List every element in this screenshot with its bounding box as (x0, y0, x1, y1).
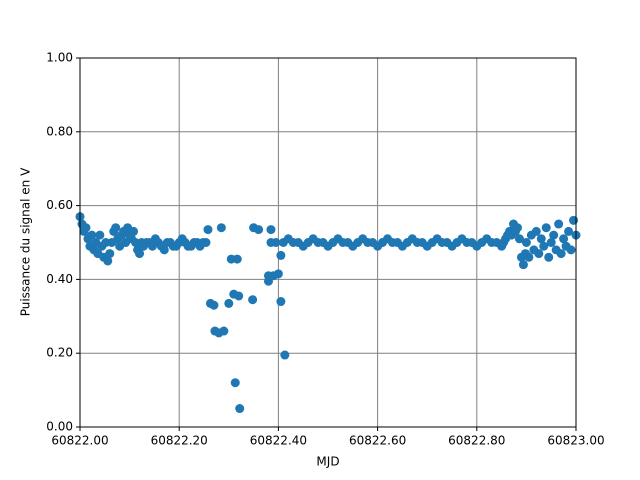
y-tick-label: 0.60 (46, 198, 73, 212)
point (539, 241, 549, 251)
point (209, 300, 219, 310)
point (271, 238, 281, 247)
point (219, 326, 229, 336)
x-tick-label: 60822.20 (151, 434, 208, 448)
point (105, 249, 115, 259)
point (135, 249, 145, 259)
point (536, 234, 546, 244)
point (216, 223, 226, 233)
x-tick-label: 60822.60 (349, 434, 406, 448)
x-axis-label: MJD (316, 455, 339, 469)
axes-frame (79, 57, 577, 428)
point (554, 219, 564, 229)
y-axis-label: Puissance du signal en V (19, 167, 33, 316)
point (524, 252, 534, 262)
point (566, 245, 576, 255)
point (103, 256, 113, 266)
point (248, 295, 258, 305)
point (544, 252, 554, 262)
point (201, 238, 211, 247)
point (87, 230, 97, 240)
x-tick-label: 60823.00 (547, 434, 604, 448)
point (266, 225, 276, 235)
point (521, 238, 531, 247)
y-tick-label: 0.40 (46, 272, 73, 286)
point (276, 297, 286, 307)
x-tick-label: 60822.80 (448, 434, 505, 448)
point (234, 291, 244, 301)
x-tick-label: 60822.00 (51, 434, 108, 448)
point (280, 350, 290, 360)
point (230, 378, 240, 388)
point (518, 260, 528, 270)
point (129, 226, 139, 236)
point (254, 225, 264, 235)
point (273, 269, 283, 279)
point (95, 230, 105, 240)
point (111, 223, 121, 233)
point (232, 254, 242, 264)
point (549, 230, 559, 240)
point (235, 404, 245, 414)
point (159, 245, 169, 255)
y-tick-label: 0.20 (46, 346, 73, 360)
point (564, 226, 574, 236)
point (546, 238, 556, 247)
point (203, 225, 213, 235)
y-tick-label: 0.00 (46, 420, 73, 434)
point (224, 298, 234, 308)
point (541, 223, 551, 233)
point (559, 234, 569, 244)
y-tick-label: 1.00 (46, 51, 73, 65)
point (514, 234, 524, 244)
point (556, 249, 566, 259)
point (534, 249, 544, 259)
y-tick-label: 0.80 (46, 124, 73, 138)
point (276, 250, 286, 260)
point (512, 223, 522, 233)
x-tick-label: 60822.40 (250, 434, 307, 448)
point (81, 223, 91, 233)
point (569, 215, 579, 225)
point (531, 226, 541, 236)
